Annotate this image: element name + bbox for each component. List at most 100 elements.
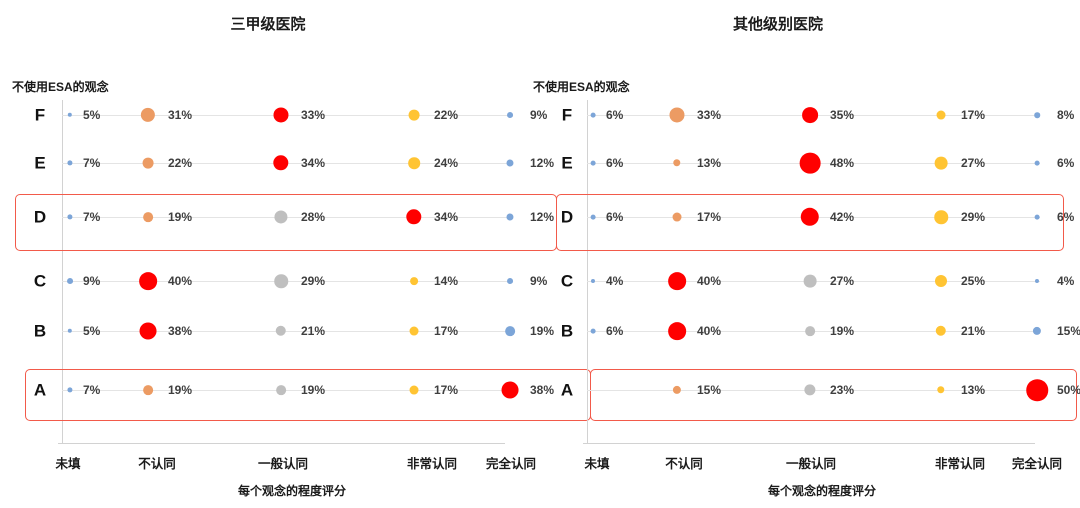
bubble-c-0 [67,278,73,284]
bubble-value-e-4: 6% [1057,156,1075,170]
highlight-box-row-d [556,194,1064,251]
bubble-d-0 [590,214,596,220]
row-label-b: B [33,321,47,341]
bubble-e-0 [67,160,73,166]
highlight-box-row-a [590,369,1077,421]
bubble-value-b-3: 17% [434,324,459,338]
bubble-value-d-1: 19% [168,210,193,224]
bubble-value-d-2: 28% [301,210,326,224]
row-label-e: E [561,153,573,173]
x-axis-line [58,443,505,444]
bubble-d-3 [934,210,948,224]
bubble-e-2 [799,152,821,174]
bubble-value-b-3: 21% [961,324,986,338]
bubble-value-e-1: 22% [168,156,193,170]
bubble-f-3 [936,110,946,120]
bubble-value-a-1: 19% [168,383,193,397]
bubble-a-1 [143,385,153,395]
bubble-d-3 [406,209,422,225]
bubble-b-2 [275,325,287,337]
bubble-value-c-1: 40% [697,274,722,288]
bubble-f-2 [273,107,289,123]
row-label-b: B [560,321,574,341]
bubble-b-1 [668,322,686,340]
bubble-value-b-2: 19% [830,324,855,338]
bubble-a-3 [409,385,419,395]
y-axis-line [587,100,588,443]
bubble-c-2 [803,274,817,288]
bubble-c-4 [1034,278,1040,284]
bubble-a-4 [1026,379,1048,401]
bubble-value-c-3: 25% [961,274,986,288]
bubble-value-c-4: 4% [1057,274,1075,288]
row-label-c: C [33,271,47,291]
bubble-f-0 [67,112,73,118]
bubble-value-f-0: 5% [83,108,101,122]
bubble-value-a-2: 19% [301,383,326,397]
bubble-value-f-1: 33% [697,108,722,122]
bubble-value-e-0: 7% [83,156,101,170]
x-axis-line [583,443,1035,444]
bubble-f-2 [802,107,818,123]
bubble-c-1 [139,272,157,290]
bubble-b-4 [505,326,515,336]
bubble-c-2 [274,274,288,288]
bubble-b-2 [805,326,815,336]
bubble-value-f-3: 22% [434,108,459,122]
bubble-value-c-2: 27% [830,274,855,288]
x-axis-title-left: 每个观念的程度评分 [237,484,347,498]
bubble-f-4 [1034,112,1040,118]
bubble-value-e-3: 24% [434,156,459,170]
bubble-value-a-3: 17% [434,383,459,397]
bubble-value-f-2: 33% [301,108,326,122]
bubble-a-2 [276,385,286,395]
row-label-f: F [561,105,573,125]
x-tick-0-1: 不认同 [138,457,176,471]
bubble-value-c-3: 14% [434,274,459,288]
x-tick-0-4: 完全认同 [485,457,537,471]
bubble-b-3 [409,326,419,336]
bubble-value-c-0: 9% [83,274,101,288]
y-axis-label-right: 不使用ESA的观念 [533,80,630,94]
bubble-a-1 [672,385,682,395]
bubble-b-3 [935,325,947,337]
bubble-value-f-4: 8% [1057,108,1075,122]
bubble-value-c-4: 9% [530,274,548,288]
x-tick-1-3: 非常认同 [934,457,986,471]
row-label-f: F [34,105,46,125]
panel-title-tier3a: 三甲级医院 [230,16,306,33]
bubble-f-1 [669,107,685,123]
bubble-value-e-1: 13% [697,156,722,170]
bubble-value-f-0: 6% [606,108,624,122]
bubble-value-b-4: 19% [530,324,555,338]
bubble-value-d-4: 6% [1057,210,1075,224]
bubble-value-d-0: 6% [606,210,624,224]
x-tick-1-4: 完全认同 [1011,457,1063,471]
bubble-a-0 [67,387,73,393]
x-tick-0-2: 一般认同 [257,457,309,471]
bubble-d-4 [1034,214,1040,220]
bubble-value-b-0: 5% [83,324,101,338]
bubble-e-4 [1034,160,1040,166]
row-label-d: D [33,207,47,227]
bubble-c-1 [668,272,686,290]
bubble-value-a-4: 38% [530,383,555,397]
bubble-value-c-2: 29% [301,274,326,288]
bubble-c-0 [590,278,596,284]
bubble-value-d-4: 12% [530,210,555,224]
bubble-value-a-1: 15% [697,383,722,397]
bubble-value-a-3: 13% [961,383,986,397]
bubble-b-0 [67,328,73,334]
bubble-value-e-4: 12% [530,156,555,170]
y-axis-line [62,100,63,443]
x-tick-1-2: 一般认同 [785,457,837,471]
row-label-a: A [33,380,47,400]
bubble-e-0 [590,160,596,166]
bubble-c-3 [410,277,418,285]
bubble-a-2 [804,384,816,396]
bubble-value-e-0: 6% [606,156,624,170]
x-tick-1-1: 不认同 [665,457,703,471]
x-tick-0-0: 未填 [55,457,81,471]
bubble-value-f-3: 17% [961,108,986,122]
bubble-value-e-2: 48% [830,156,855,170]
